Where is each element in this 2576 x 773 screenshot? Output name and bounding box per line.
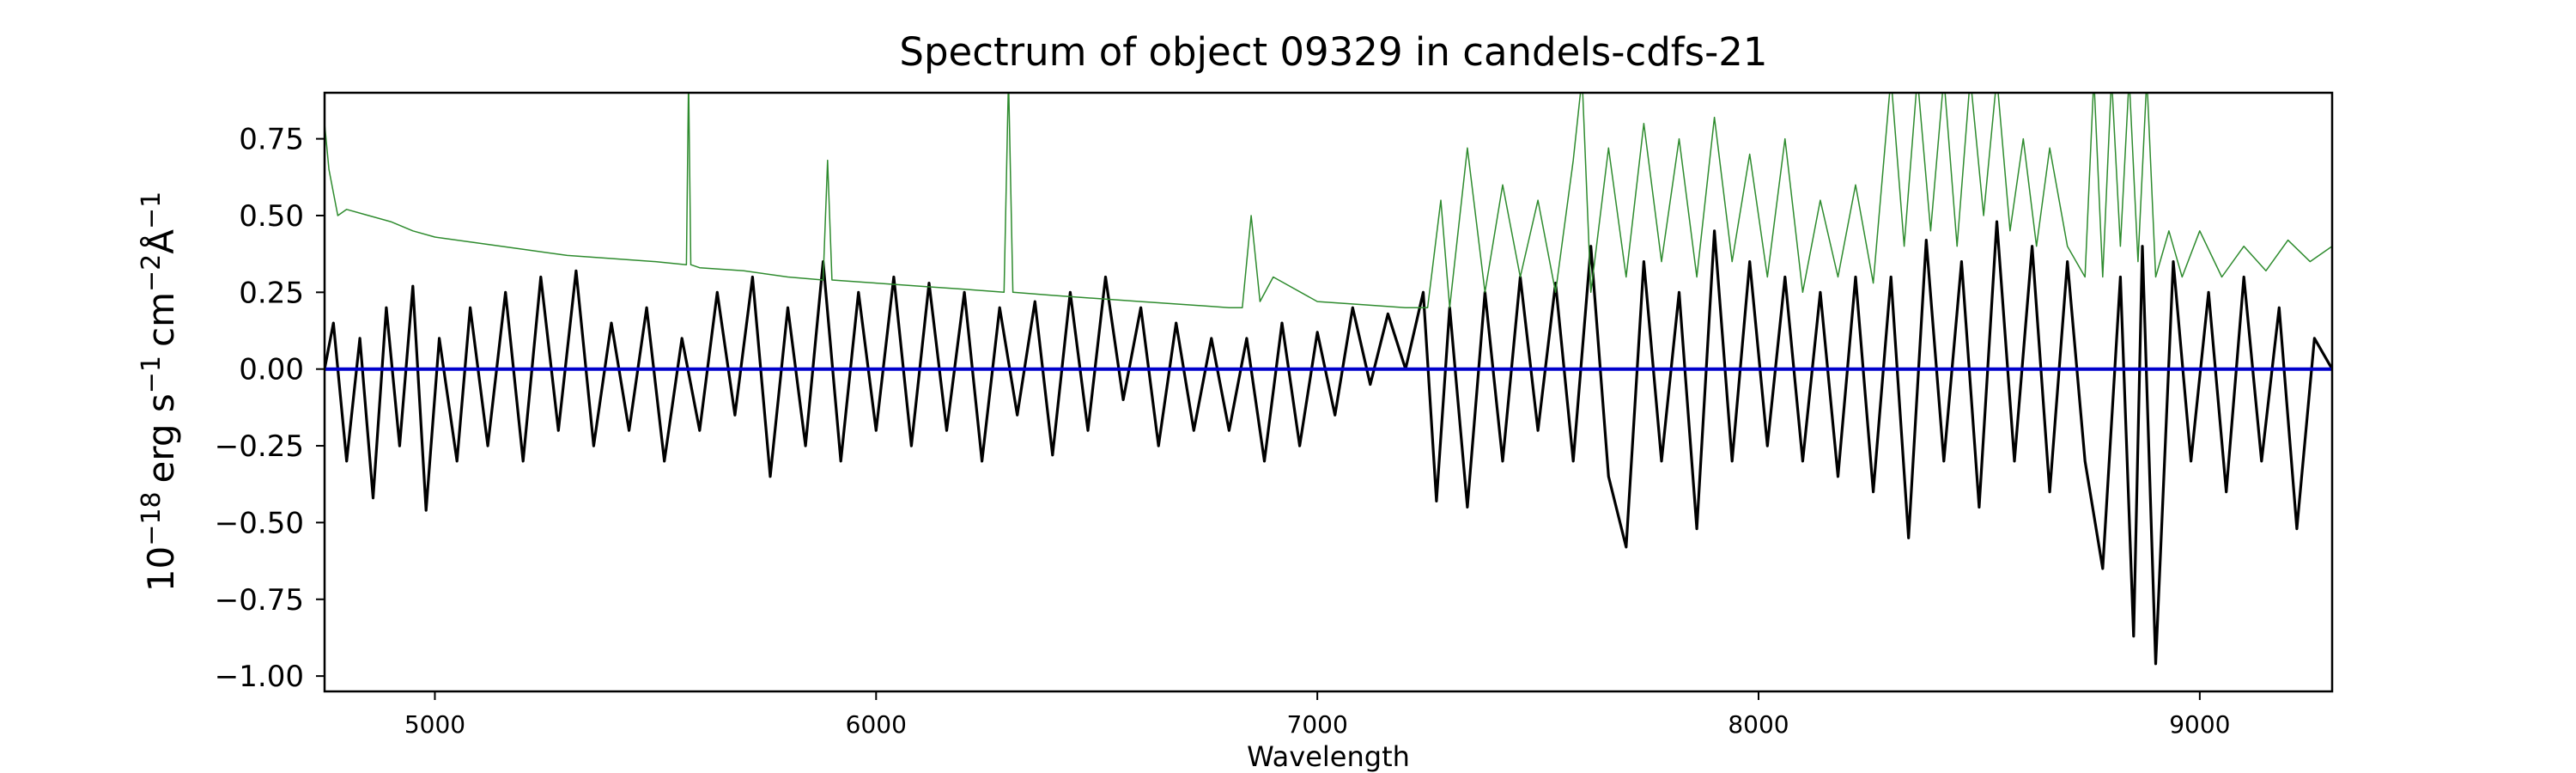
y-label-unit-2: cm xyxy=(140,292,182,347)
y-tick-label: −0.50 xyxy=(215,506,304,540)
y-axis: 0.75 0.50 0.25 0.00 −0.25 −0.50 −0.75 −1.00 xyxy=(215,123,325,694)
y-label-exp-4: −1 xyxy=(137,192,167,229)
y-label-unit-3: Å xyxy=(139,229,182,254)
series-line-sky xyxy=(325,93,2332,308)
x-axis-label: Wavelength xyxy=(1247,740,1410,773)
series-layer xyxy=(325,93,2332,666)
y-tick-label: −0.25 xyxy=(215,429,304,464)
x-tick-label: 6000 xyxy=(846,710,907,739)
plot-frame xyxy=(323,91,2334,693)
y-tick-label: −1.00 xyxy=(215,660,304,694)
x-tick-label: 7000 xyxy=(1287,710,1348,739)
y-label-base: 10 xyxy=(140,546,182,592)
series-line-flux xyxy=(325,220,2332,666)
chart-title: Spectrum of object 09329 in candels-cdfs… xyxy=(899,29,1767,75)
y-tick-label: 0.75 xyxy=(239,123,304,157)
y-tick-label: −0.75 xyxy=(215,583,304,618)
x-tick-label: 8000 xyxy=(1728,710,1789,739)
y-tick-label: 0.00 xyxy=(239,353,304,387)
y-label-exp: −18 xyxy=(137,491,167,545)
y-tick-label: 0.25 xyxy=(239,276,304,310)
y-axis-label: 10−18erg s−1cm−2Å−1 xyxy=(137,192,182,592)
x-axis: 5000 6000 7000 8000 9000 xyxy=(404,691,2230,739)
y-label-exp-2: −1 xyxy=(137,356,167,393)
y-label-exp-3: −2 xyxy=(137,254,167,292)
x-tick-label: 9000 xyxy=(2169,710,2230,739)
y-label-unit-1: erg s xyxy=(140,393,182,483)
y-tick-label: 0.50 xyxy=(239,199,304,234)
x-tick-label: 5000 xyxy=(404,710,465,739)
